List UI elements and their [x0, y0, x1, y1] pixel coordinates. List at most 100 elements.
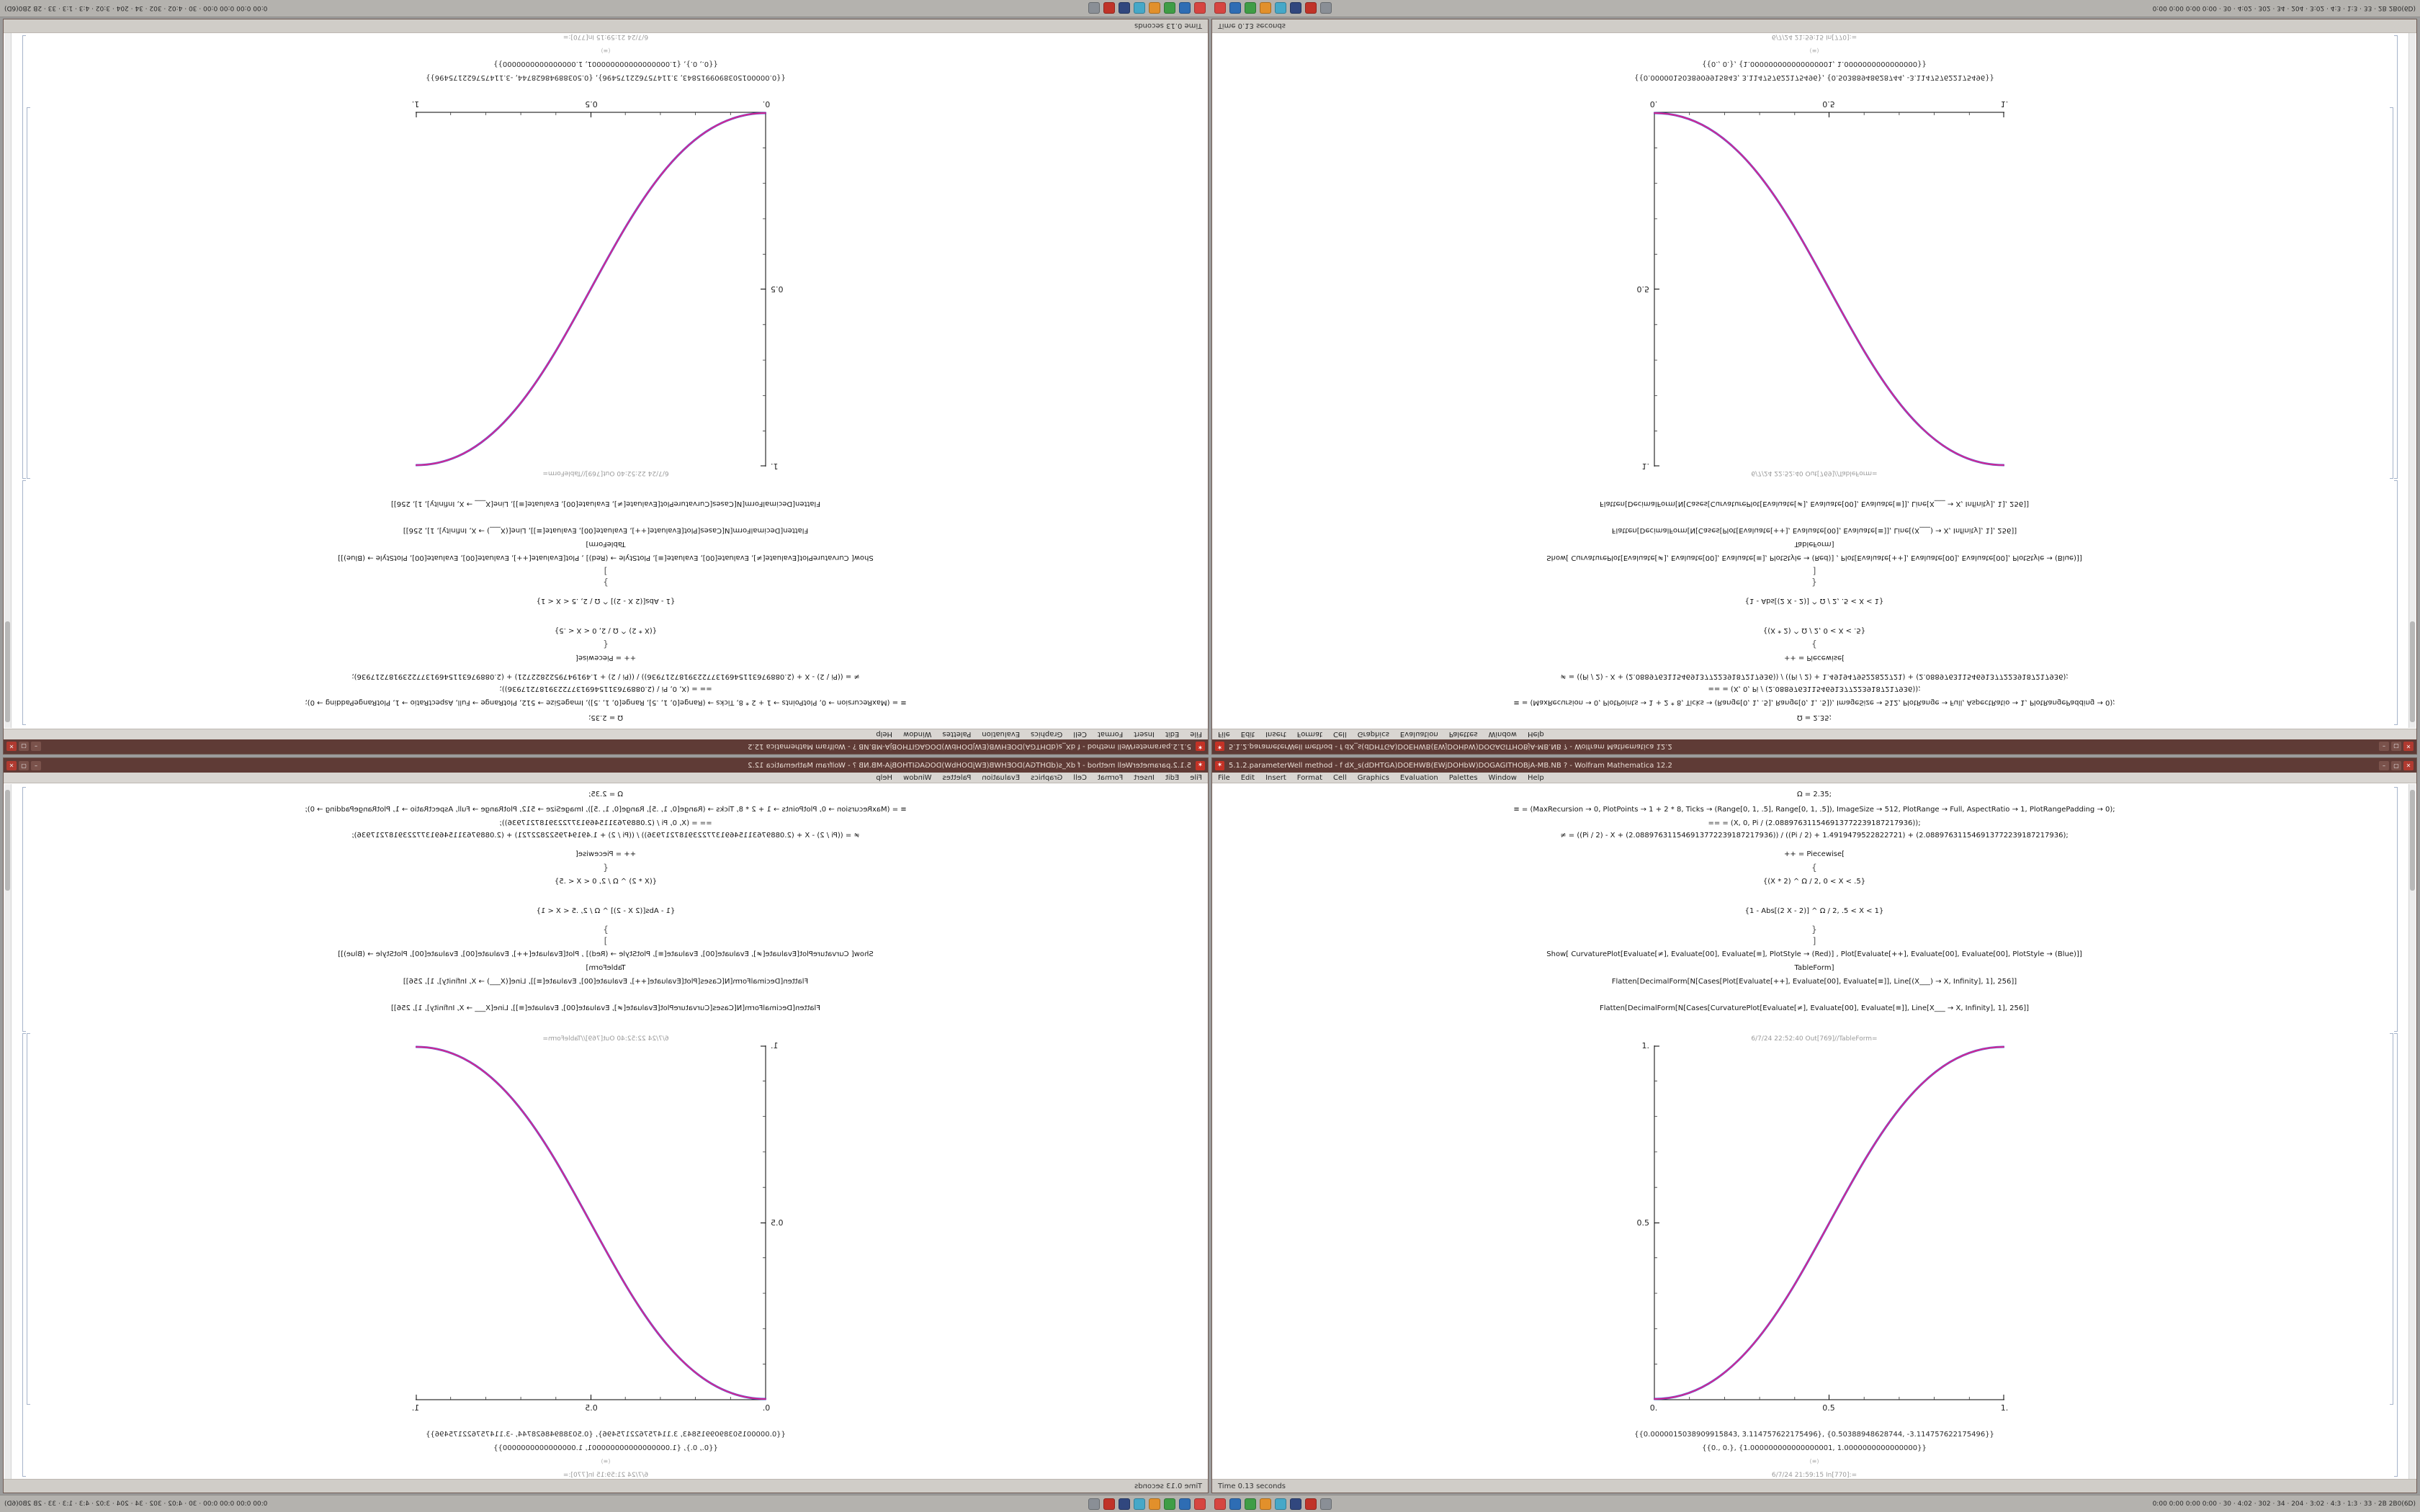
scrollbar-thumb[interactable] — [5, 790, 10, 891]
taskbar-app-icon[interactable] — [1164, 1498, 1175, 1510]
taskbar-app-icon[interactable] — [1275, 2, 1286, 14]
close-button[interactable]: ✕ — [6, 760, 17, 770]
scrollbar-thumb[interactable] — [2410, 790, 2415, 891]
mathematica-app-icon[interactable]: ✶ — [1215, 760, 1224, 770]
window-titlebar[interactable]: ✶ 5.1.2.parameterWell method - f dX_s(dD… — [1212, 739, 2416, 754]
taskbar-app-icon[interactable] — [1103, 1498, 1115, 1510]
scrollbar-thumb[interactable] — [2410, 621, 2415, 722]
menu-file[interactable]: File — [1190, 730, 1202, 739]
minimize-button[interactable]: – — [2379, 742, 2389, 752]
taskbar-app-icon[interactable] — [1229, 2, 1241, 14]
menu-insert[interactable]: Insert — [1265, 730, 1286, 739]
window-titlebar[interactable]: ✶ 5.1.2.parameterWell method - f dX_s(dD… — [1212, 758, 2416, 773]
cell-bracket-plot-cell[interactable] — [27, 1033, 30, 1405]
taskbar-app-icon[interactable] — [1119, 2, 1130, 14]
menu-evaluation[interactable]: Evaluation — [1399, 730, 1438, 739]
menu-edit[interactable]: Edit — [1240, 730, 1255, 739]
mathematica-app-icon[interactable]: ✶ — [1215, 742, 1224, 752]
menu-help[interactable]: Help — [876, 730, 893, 739]
taskbar-app-icon[interactable] — [1149, 1498, 1160, 1510]
cell-bracket-output-group[interactable] — [2394, 1033, 2398, 1477]
maximize-button[interactable]: ▢ — [19, 760, 29, 770]
menu-file[interactable]: File — [1218, 773, 1230, 782]
menu-format[interactable]: Format — [1296, 773, 1323, 782]
mathematica-app-icon[interactable]: ✶ — [1196, 742, 1205, 752]
window-titlebar[interactable]: ✶ 5.1.2.parameterWell method - f dX_s(dD… — [4, 758, 1208, 773]
close-button[interactable]: ✕ — [2403, 742, 2414, 752]
taskbar-app-icon[interactable] — [1119, 1498, 1130, 1510]
menu-edit[interactable]: Edit — [1165, 730, 1180, 739]
taskbar-app-icon[interactable] — [1305, 1498, 1317, 1510]
menu-graphics[interactable]: Graphics — [1031, 730, 1063, 739]
taskbar-app-icon[interactable] — [1245, 1498, 1256, 1510]
minimize-button[interactable]: – — [31, 760, 41, 770]
menu-cell[interactable]: Cell — [1333, 773, 1347, 782]
taskbar-app-icon[interactable] — [1290, 1498, 1301, 1510]
taskbar-app-icon[interactable] — [1164, 2, 1175, 14]
menu-evaluation[interactable]: Evaluation — [982, 730, 1021, 739]
menu-window[interactable]: Window — [1488, 773, 1517, 782]
taskbar-app-icon[interactable] — [1134, 2, 1145, 14]
menu-insert[interactable]: Insert — [1134, 730, 1155, 739]
menu-edit[interactable]: Edit — [1240, 773, 1255, 782]
taskbar-app-icon[interactable] — [1214, 1498, 1226, 1510]
taskbar-app-icon[interactable] — [1320, 1498, 1332, 1510]
menu-help[interactable]: Help — [1527, 773, 1544, 782]
menu-window[interactable]: Window — [903, 730, 932, 739]
cell-bracket-plot-cell[interactable] — [2390, 1033, 2393, 1405]
taskbar-app-icon[interactable] — [1229, 1498, 1241, 1510]
menu-format[interactable]: Format — [1097, 773, 1124, 782]
notebook-content[interactable]: Ω = 2.35; ≡ = (MaxRecursion → 0, PlotPoi… — [4, 33, 1208, 728]
menu-graphics[interactable]: Graphics — [1357, 773, 1389, 782]
taskbar-app-icon[interactable] — [1214, 2, 1226, 14]
maximize-button[interactable]: ▢ — [2391, 760, 2401, 770]
menu-graphics[interactable]: Graphics — [1031, 773, 1063, 782]
taskbar-app-icon[interactable] — [1194, 2, 1206, 14]
menu-file[interactable]: File — [1218, 730, 1230, 739]
taskbar-app-icon[interactable] — [1194, 1498, 1206, 1510]
taskbar-app-icon[interactable] — [1245, 2, 1256, 14]
maximize-button[interactable]: ▢ — [19, 742, 29, 752]
menu-evaluation[interactable]: Evaluation — [1399, 773, 1438, 782]
close-button[interactable]: ✕ — [6, 742, 17, 752]
menu-format[interactable]: Format — [1097, 730, 1124, 739]
cell-bracket-input-group[interactable] — [2394, 480, 2398, 725]
menu-window[interactable]: Window — [903, 773, 932, 782]
scrollbar-thumb[interactable] — [5, 621, 10, 722]
taskbar-app-icon[interactable] — [1103, 2, 1115, 14]
cell-bracket-input-group[interactable] — [2394, 787, 2398, 1032]
menu-help[interactable]: Help — [876, 773, 893, 782]
taskbar-app-icon[interactable] — [1179, 1498, 1191, 1510]
taskbar-app-icon[interactable] — [1179, 2, 1191, 14]
taskbar-app-icon[interactable] — [1149, 2, 1160, 14]
menu-palettes[interactable]: Palettes — [942, 773, 972, 782]
menu-graphics[interactable]: Graphics — [1357, 730, 1389, 739]
menu-cell[interactable]: Cell — [1073, 730, 1087, 739]
minimize-button[interactable]: – — [2379, 760, 2389, 770]
taskbar-app-icon[interactable] — [1134, 1498, 1145, 1510]
mathematica-app-icon[interactable]: ✶ — [1196, 760, 1205, 770]
menu-palettes[interactable]: Palettes — [1448, 773, 1478, 782]
taskbar-app-icon[interactable] — [1260, 2, 1271, 14]
notebook-content[interactable]: Ω = 2.35; ≡ = (MaxRecursion → 0, PlotPoi… — [1212, 33, 2416, 728]
notebook-content[interactable]: Ω = 2.35; ≡ = (MaxRecursion → 0, PlotPoi… — [4, 784, 1208, 1479]
cell-bracket-input-group[interactable] — [22, 480, 26, 725]
vertical-scrollbar[interactable] — [2408, 33, 2416, 728]
taskbar-app-icon[interactable] — [1275, 1498, 1286, 1510]
menu-help[interactable]: Help — [1527, 730, 1544, 739]
menu-edit[interactable]: Edit — [1165, 773, 1180, 782]
close-button[interactable]: ✕ — [2403, 760, 2414, 770]
menu-window[interactable]: Window — [1488, 730, 1517, 739]
menu-palettes[interactable]: Palettes — [942, 730, 972, 739]
taskbar-app-icon[interactable] — [1290, 2, 1301, 14]
cell-bracket-plot-cell[interactable] — [27, 107, 30, 479]
menu-file[interactable]: File — [1190, 773, 1202, 782]
taskbar-app-icon[interactable] — [1260, 1498, 1271, 1510]
cell-bracket-output-group[interactable] — [2394, 35, 2398, 479]
menu-insert[interactable]: Insert — [1265, 773, 1286, 782]
cell-bracket-output-group[interactable] — [22, 1033, 26, 1477]
menu-insert[interactable]: Insert — [1134, 773, 1155, 782]
cell-bracket-plot-cell[interactable] — [2390, 107, 2393, 479]
taskbar-app-icon[interactable] — [1320, 2, 1332, 14]
menu-format[interactable]: Format — [1296, 730, 1323, 739]
